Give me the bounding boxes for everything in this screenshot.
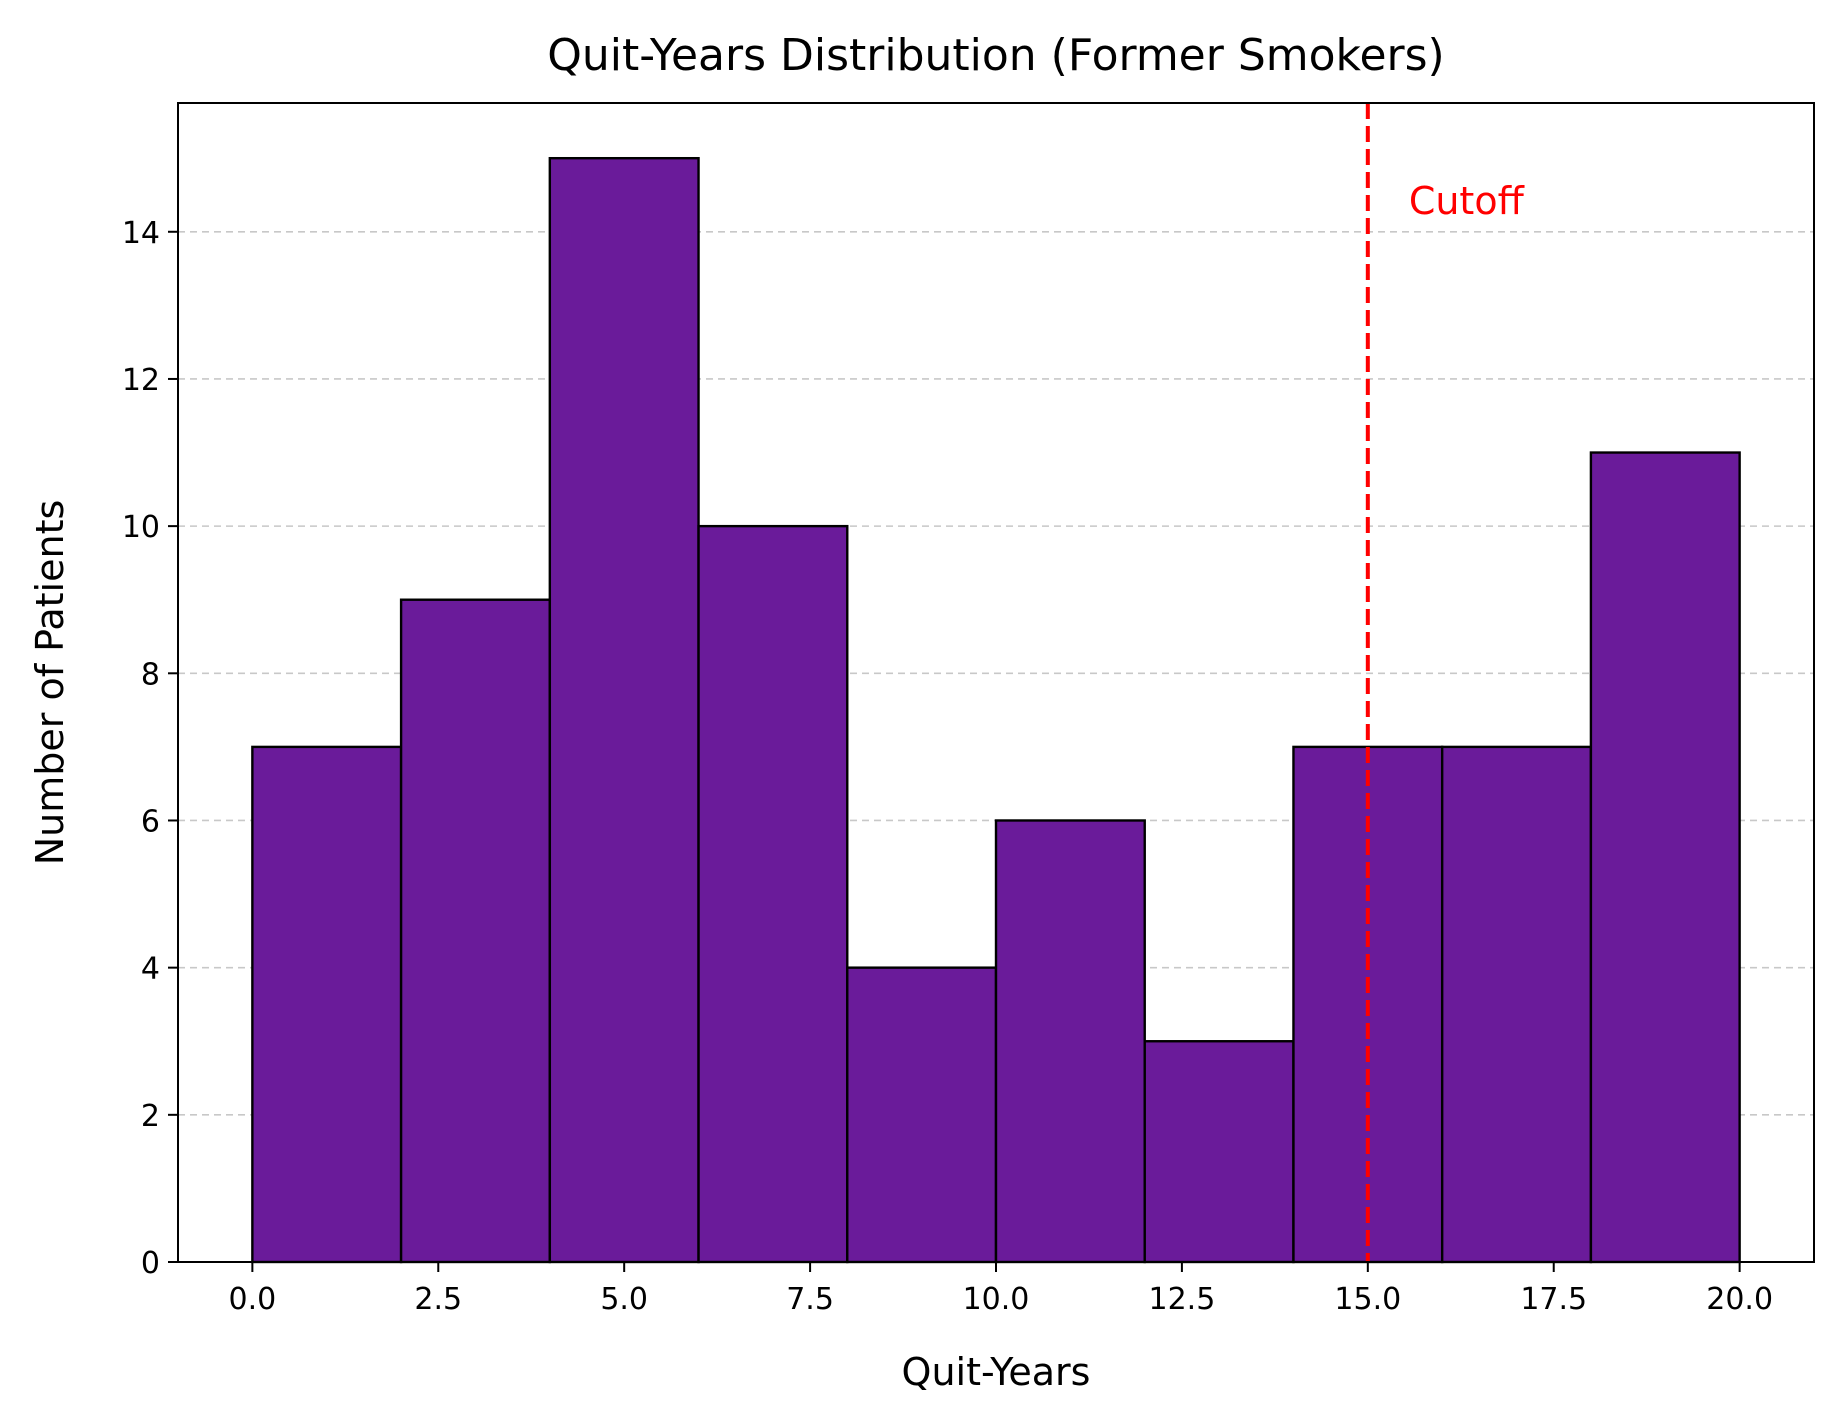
- y-tick-label: 10: [122, 510, 160, 545]
- cutoff-label: Cutoff: [1409, 179, 1525, 223]
- y-tick-label: 0: [141, 1246, 160, 1281]
- histogram-bar: [1589, 451, 1741, 1264]
- histogram-bar: [548, 156, 700, 1264]
- histogram-bar: [697, 524, 849, 1264]
- x-tick-label: 2.5: [414, 1282, 462, 1317]
- y-tick-label: 14: [122, 216, 160, 251]
- x-tick-label: 20.0: [1706, 1282, 1773, 1317]
- histogram-bar: [251, 745, 403, 1264]
- x-tick-label: 0.0: [229, 1282, 277, 1317]
- x-axis-ticks: 0.0 2.5 5.0 7.5 10.0 12.5 15.0 17.5 20.0: [229, 1262, 1773, 1317]
- histogram-bar: [1440, 745, 1593, 1264]
- cutoff-marker: Cutoff: [1365, 103, 1525, 1262]
- x-tick-label: 5.0: [600, 1282, 648, 1317]
- chart-title: Quit-Years Distribution (Former Smokers): [547, 30, 1444, 81]
- y-tick-label: 8: [141, 657, 160, 692]
- x-tick-label: 17.5: [1520, 1282, 1587, 1317]
- x-tick-label: 7.5: [786, 1282, 834, 1317]
- y-tick-label: 6: [141, 804, 160, 839]
- histogram-bar: [846, 966, 998, 1264]
- y-tick-label: 12: [122, 363, 160, 398]
- histogram-bar: [994, 819, 1146, 1264]
- y-tick-label: 2: [141, 1099, 160, 1134]
- x-axis-label: Quit-Years: [902, 1350, 1091, 1394]
- y-axis-label: Number of Patients: [28, 500, 72, 866]
- histogram-bar: [1143, 1040, 1295, 1264]
- x-tick-label: 10.0: [963, 1282, 1030, 1317]
- histogram-bar: [399, 598, 552, 1264]
- bars: [251, 156, 1741, 1264]
- y-axis-ticks: 0 2 4 6 8 10 12 14: [122, 216, 178, 1281]
- y-tick-label: 4: [141, 952, 160, 987]
- x-tick-label: 12.5: [1149, 1282, 1216, 1317]
- x-tick-label: 15.0: [1334, 1282, 1401, 1317]
